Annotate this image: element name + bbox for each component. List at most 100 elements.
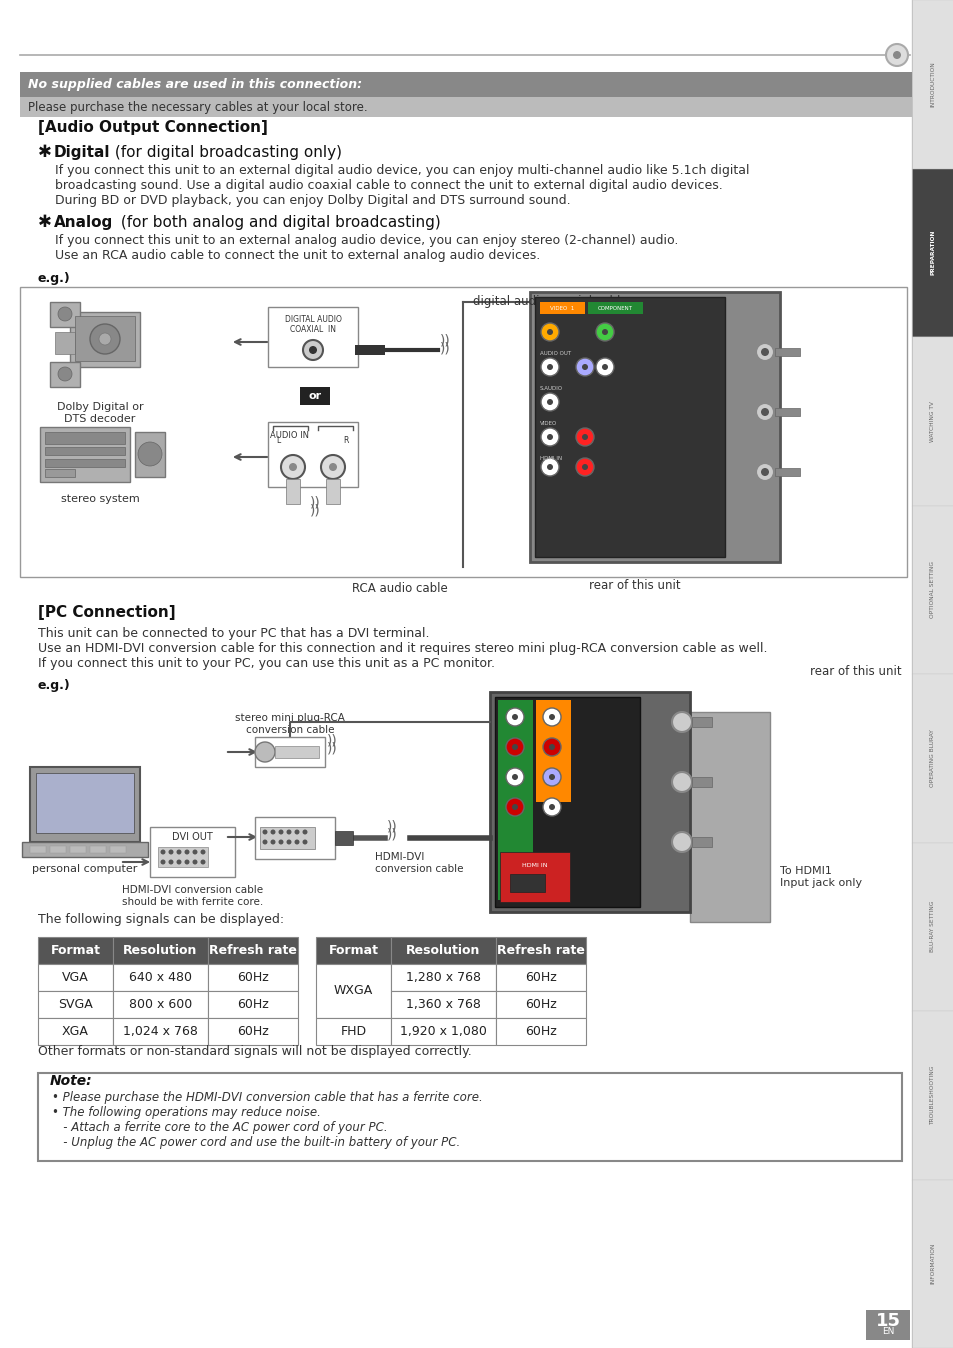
Text: VGA: VGA: [62, 971, 89, 984]
Text: [PC Connection]: [PC Connection]: [38, 605, 175, 620]
Bar: [112, 937, 208, 964]
Circle shape: [160, 849, 165, 855]
Text: If you connect this unit to an external analog audio device, you can enjoy stere: If you connect this unit to an external …: [55, 235, 678, 247]
Text: To HDMI1
Input jack only: To HDMI1 Input jack only: [780, 867, 862, 888]
Text: VIDEO  1: VIDEO 1: [549, 306, 574, 310]
Text: Format: Format: [51, 944, 100, 957]
Circle shape: [294, 840, 299, 844]
Bar: [911, 1011, 953, 1180]
Text: HDMI-DVI conversion cable
should be with ferrite core.: HDMI-DVI conversion cable should be with…: [122, 886, 263, 907]
Bar: [286, 479, 299, 504]
Circle shape: [169, 860, 173, 864]
Circle shape: [512, 714, 517, 720]
Text: INTRODUCTION: INTRODUCTION: [929, 62, 935, 106]
Bar: [268, 422, 357, 487]
Bar: [530, 293, 780, 562]
Text: HDMI IN: HDMI IN: [539, 456, 561, 461]
Circle shape: [320, 456, 345, 479]
Text: rear of this unit: rear of this unit: [809, 665, 901, 678]
Circle shape: [540, 359, 558, 376]
Circle shape: [184, 860, 190, 864]
Bar: [45, 460, 125, 466]
Text: 60Hz: 60Hz: [237, 971, 269, 984]
Bar: [911, 1180, 953, 1348]
Text: )): )): [327, 735, 337, 748]
Text: (for digital broadcasting only): (for digital broadcasting only): [110, 146, 341, 160]
Circle shape: [601, 364, 607, 369]
Circle shape: [262, 829, 267, 834]
Text: RCA audio cable: RCA audio cable: [352, 582, 447, 594]
Circle shape: [184, 849, 190, 855]
Circle shape: [760, 348, 768, 356]
Bar: [274, 745, 318, 758]
Text: Resolution: Resolution: [123, 944, 197, 957]
Circle shape: [581, 364, 587, 369]
Bar: [158, 847, 208, 867]
Circle shape: [576, 359, 594, 376]
Circle shape: [892, 51, 900, 59]
Text: )): )): [310, 495, 320, 510]
Bar: [75, 315, 135, 361]
Text: AUDIO OUT: AUDIO OUT: [539, 350, 571, 356]
Circle shape: [546, 464, 553, 470]
Text: 1,024 x 768: 1,024 x 768: [123, 1024, 197, 1038]
Bar: [496, 937, 585, 964]
Bar: [911, 0, 953, 168]
Circle shape: [542, 737, 560, 756]
Bar: [30, 767, 140, 842]
Text: Dolby Digital or
DTS decoder: Dolby Digital or DTS decoder: [56, 402, 143, 423]
Text: - Attach a ferrite core to the AC power cord of your PC.: - Attach a ferrite core to the AC power …: [52, 1122, 387, 1134]
Text: e.g.): e.g.): [38, 272, 71, 284]
Bar: [315, 937, 391, 964]
Text: During BD or DVD playback, you can enjoy Dolby Digital and DTS surround sound.: During BD or DVD playback, you can enjoy…: [55, 194, 570, 208]
Bar: [496, 1018, 585, 1045]
Circle shape: [169, 849, 173, 855]
Text: 60Hz: 60Hz: [237, 998, 269, 1011]
Bar: [535, 297, 724, 557]
Bar: [539, 302, 584, 314]
Text: stereo system: stereo system: [61, 493, 139, 504]
Bar: [45, 431, 125, 443]
Bar: [315, 964, 391, 1018]
Circle shape: [581, 434, 587, 439]
Circle shape: [755, 462, 773, 481]
Text: R: R: [343, 435, 349, 445]
Bar: [50, 363, 80, 387]
Bar: [38, 937, 112, 964]
Circle shape: [542, 768, 560, 786]
Bar: [45, 448, 125, 456]
Circle shape: [286, 840, 292, 844]
Bar: [865, 1310, 909, 1340]
Bar: [112, 1018, 208, 1045]
Bar: [20, 97, 911, 117]
Text: AUDIO IN: AUDIO IN: [271, 431, 309, 441]
Text: Note:: Note:: [50, 1074, 92, 1088]
Circle shape: [193, 860, 197, 864]
Text: DVI OUT: DVI OUT: [172, 832, 213, 842]
Bar: [110, 847, 126, 853]
Bar: [774, 348, 800, 356]
Circle shape: [176, 849, 181, 855]
Circle shape: [512, 744, 517, 749]
Circle shape: [309, 346, 316, 355]
Circle shape: [303, 340, 323, 360]
Text: broadcasting sound. Use a digital audio coaxial cable to connect the unit to ext: broadcasting sound. Use a digital audio …: [55, 179, 722, 191]
Circle shape: [548, 714, 555, 720]
Text: ✱: ✱: [38, 213, 57, 231]
Bar: [150, 828, 234, 878]
Circle shape: [576, 458, 594, 476]
Circle shape: [546, 399, 553, 404]
Bar: [495, 697, 639, 907]
Circle shape: [548, 803, 555, 810]
Bar: [499, 852, 569, 902]
Bar: [36, 772, 133, 833]
Text: INFORMATION: INFORMATION: [929, 1243, 935, 1285]
Text: 800 x 600: 800 x 600: [129, 998, 192, 1011]
Text: L: L: [275, 435, 280, 445]
Circle shape: [512, 803, 517, 810]
Bar: [22, 842, 148, 857]
Text: Refresh rate: Refresh rate: [497, 944, 584, 957]
Circle shape: [271, 840, 275, 844]
Bar: [38, 964, 112, 991]
Bar: [510, 874, 544, 892]
